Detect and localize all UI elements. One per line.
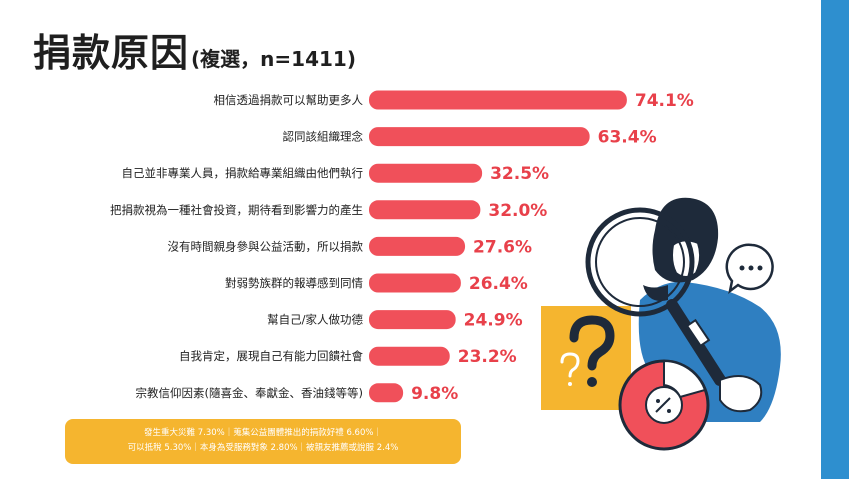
bars-group: 相信透過捐款可以幫助更多人 74.1% 認同該組織理念 63.4% 自己並非專業人員，捐… <box>110 90 694 404</box>
speech-bubble-icon <box>725 243 774 294</box>
category-label-2: 認同該組織理念 <box>283 130 364 144</box>
bar-7 <box>369 310 456 330</box>
title-main: 捐款原因 <box>33 31 190 75</box>
category-label-7: 幫自己/家人做功德 <box>267 313 363 327</box>
bar-2 <box>369 127 590 147</box>
category-label-1: 相信透過捐款可以幫助更多人 <box>214 93 364 107</box>
value-label-1: 74.1% <box>635 91 694 111</box>
footnote-line-1: 發生重大災難 7.30%｜蒐集公益團體推出的捐款好禮 6.60%｜ <box>144 428 382 438</box>
question-mark-card <box>541 306 631 410</box>
chart-title: 捐款原因 (複選，n=1411) <box>33 22 356 77</box>
bar-3 <box>369 163 483 183</box>
bar-4 <box>369 200 481 220</box>
value-label-6: 26.4% <box>469 274 528 294</box>
value-label-9: 9.8% <box>411 384 458 404</box>
right-accent-bar <box>821 0 849 479</box>
category-label-5: 沒有時間親身參與公益活動，所以捐款 <box>168 239 364 253</box>
bar-9 <box>369 383 404 403</box>
bar-5 <box>369 236 466 256</box>
bar-6 <box>369 273 461 293</box>
value-label-3: 32.5% <box>490 164 549 184</box>
category-label-9: 宗教信仰因素(隨喜金、奉獻金、香油錢等等) <box>136 386 363 400</box>
magnifier-icon <box>585 207 726 386</box>
category-label-3: 自己並非專業人員，捐款給專業組織由他們執行 <box>122 166 364 180</box>
category-label-8: 自我肯定，展現自己有能力回饋社會 <box>179 349 363 363</box>
bar-8 <box>369 346 450 366</box>
bar-1 <box>369 90 627 110</box>
category-label-4: 把捐款視為一種社會投資，期待看到影響力的產生 <box>110 203 363 217</box>
value-label-2: 63.4% <box>598 128 657 148</box>
donut-chart-graphic <box>618 359 710 451</box>
value-label-8: 23.2% <box>458 347 517 367</box>
footnote-line-2: 可以抵稅 5.30%｜本身為受服務對象 2.80%｜被親友推薦或說服 2.4% <box>127 443 399 453</box>
category-label-6: 對弱勢族群的報導感到同情 <box>225 276 363 290</box>
illustration <box>541 197 781 451</box>
value-label-5: 27.6% <box>473 237 532 257</box>
value-label-4: 32.0% <box>488 201 547 221</box>
footnote-box: 發生重大災難 7.30%｜蒐集公益團體推出的捐款好禮 6.60%｜ 可以抵稅 5… <box>65 419 461 464</box>
value-label-7: 24.9% <box>464 311 523 331</box>
title-subtitle: (複選，n=1411) <box>191 47 356 71</box>
